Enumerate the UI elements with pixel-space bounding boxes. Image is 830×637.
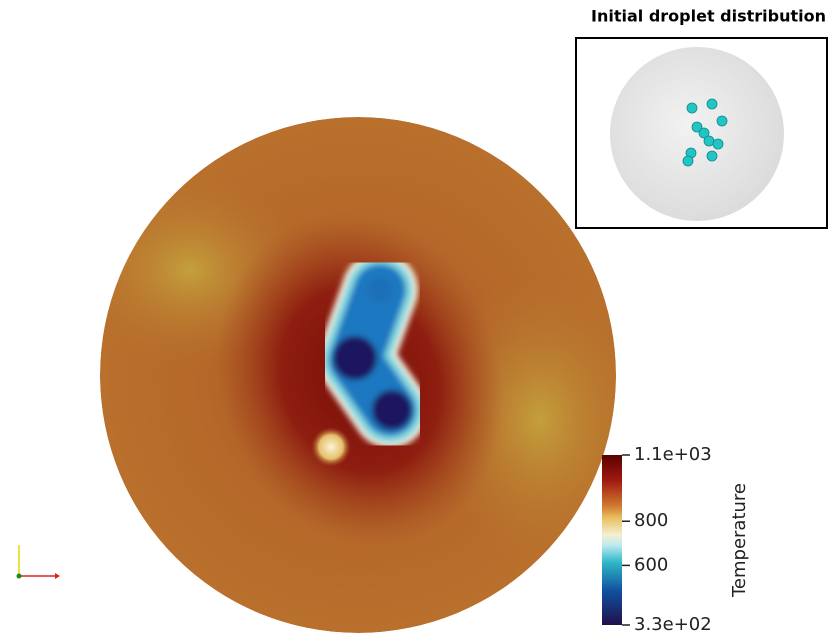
colorbar-tick-label: 1.1e+03 [634, 444, 712, 465]
colorbar-tick-label: 800 [634, 510, 668, 531]
visualization: Initial droplet distribution Temperature… [0, 0, 830, 637]
colorbar-tick-label: 600 [634, 554, 668, 575]
colorbar-title: Temperature [729, 483, 750, 598]
inset: Initial droplet distribution [576, 7, 827, 229]
axes-triad [17, 545, 61, 579]
temperature-field [70, 117, 650, 633]
colorbar-tick-label: 3.3e+02 [634, 614, 712, 635]
colorbar: Temperature 1.1e+03 800 600 3.3e+02 [602, 444, 750, 635]
inset-title: Initial droplet distribution [591, 7, 826, 26]
